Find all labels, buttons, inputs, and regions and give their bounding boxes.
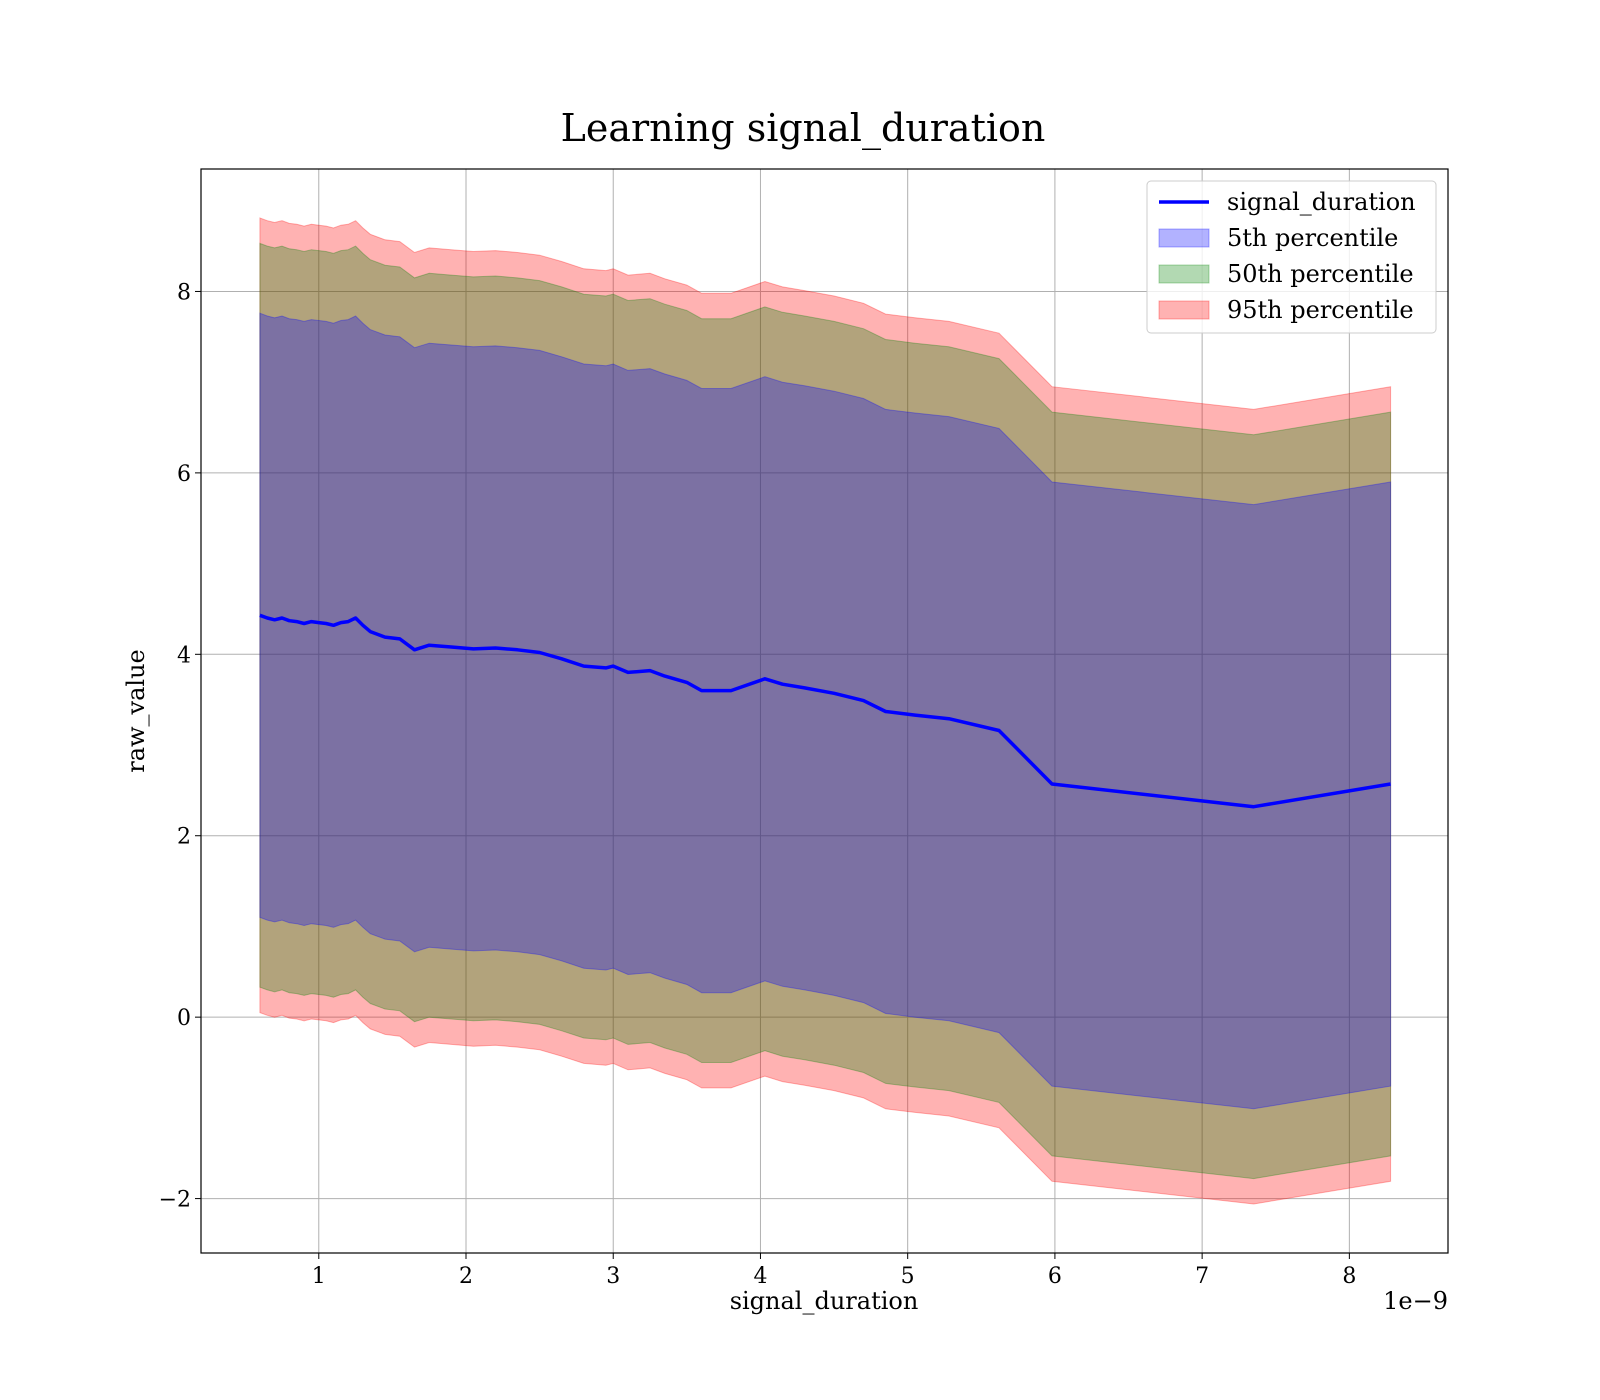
- y-tick-label: 4: [177, 643, 191, 668]
- legend: signal_duration 5th percentile 50th percen…: [1146, 180, 1437, 334]
- x-tick-label: 4: [753, 1264, 767, 1289]
- y-tick-label: 2: [177, 825, 191, 850]
- y-axis-label: raw_value: [122, 649, 150, 773]
- band-50th-percentile: [259, 242, 1392, 1180]
- x-tick-label: 3: [606, 1264, 620, 1289]
- x-axis-label: signal_duration: [730, 1287, 919, 1315]
- y-tick-label: −2: [159, 1188, 191, 1213]
- legend-swatch-band: [1158, 264, 1210, 284]
- band-5th-percentile: [259, 312, 1392, 1110]
- y-tick-label: 6: [177, 462, 191, 487]
- plot-frame: [200, 168, 1449, 1254]
- legend-label: 5th percentile: [1227, 224, 1398, 252]
- x-tick-label: 6: [1048, 1264, 1062, 1289]
- x-axis-offset-label: 1e−9: [1383, 1287, 1448, 1315]
- band-95th-percentile: [259, 217, 1392, 1205]
- chart-title: Learning signal_duration: [561, 106, 1046, 151]
- x-tick-label: 5: [901, 1264, 915, 1289]
- percentile-bands: [259, 217, 1392, 1205]
- y-axis-ticks: −2 0 2 4 6 8: [159, 280, 201, 1213]
- y-tick-label: 8: [177, 280, 191, 305]
- x-tick-label: 1: [312, 1264, 326, 1289]
- series-lines: [259, 613, 1391, 809]
- legend-swatch-band: [1158, 228, 1210, 248]
- legend-label: 50th percentile: [1227, 260, 1414, 288]
- x-tick-label: 8: [1342, 1264, 1356, 1289]
- legend-box: [1146, 180, 1437, 334]
- legend-swatch-band: [1158, 300, 1210, 320]
- y-tick-label: 0: [177, 1006, 191, 1031]
- series-line-signal-duration: [259, 613, 1391, 809]
- legend-label: 95th percentile: [1227, 296, 1414, 324]
- x-tick-label: 2: [459, 1264, 473, 1289]
- legend-label: signal_duration: [1227, 188, 1416, 216]
- x-tick-label: 7: [1195, 1264, 1209, 1289]
- x-axis-ticks: 1 2 3 4 5 6 7 8: [312, 1253, 1356, 1289]
